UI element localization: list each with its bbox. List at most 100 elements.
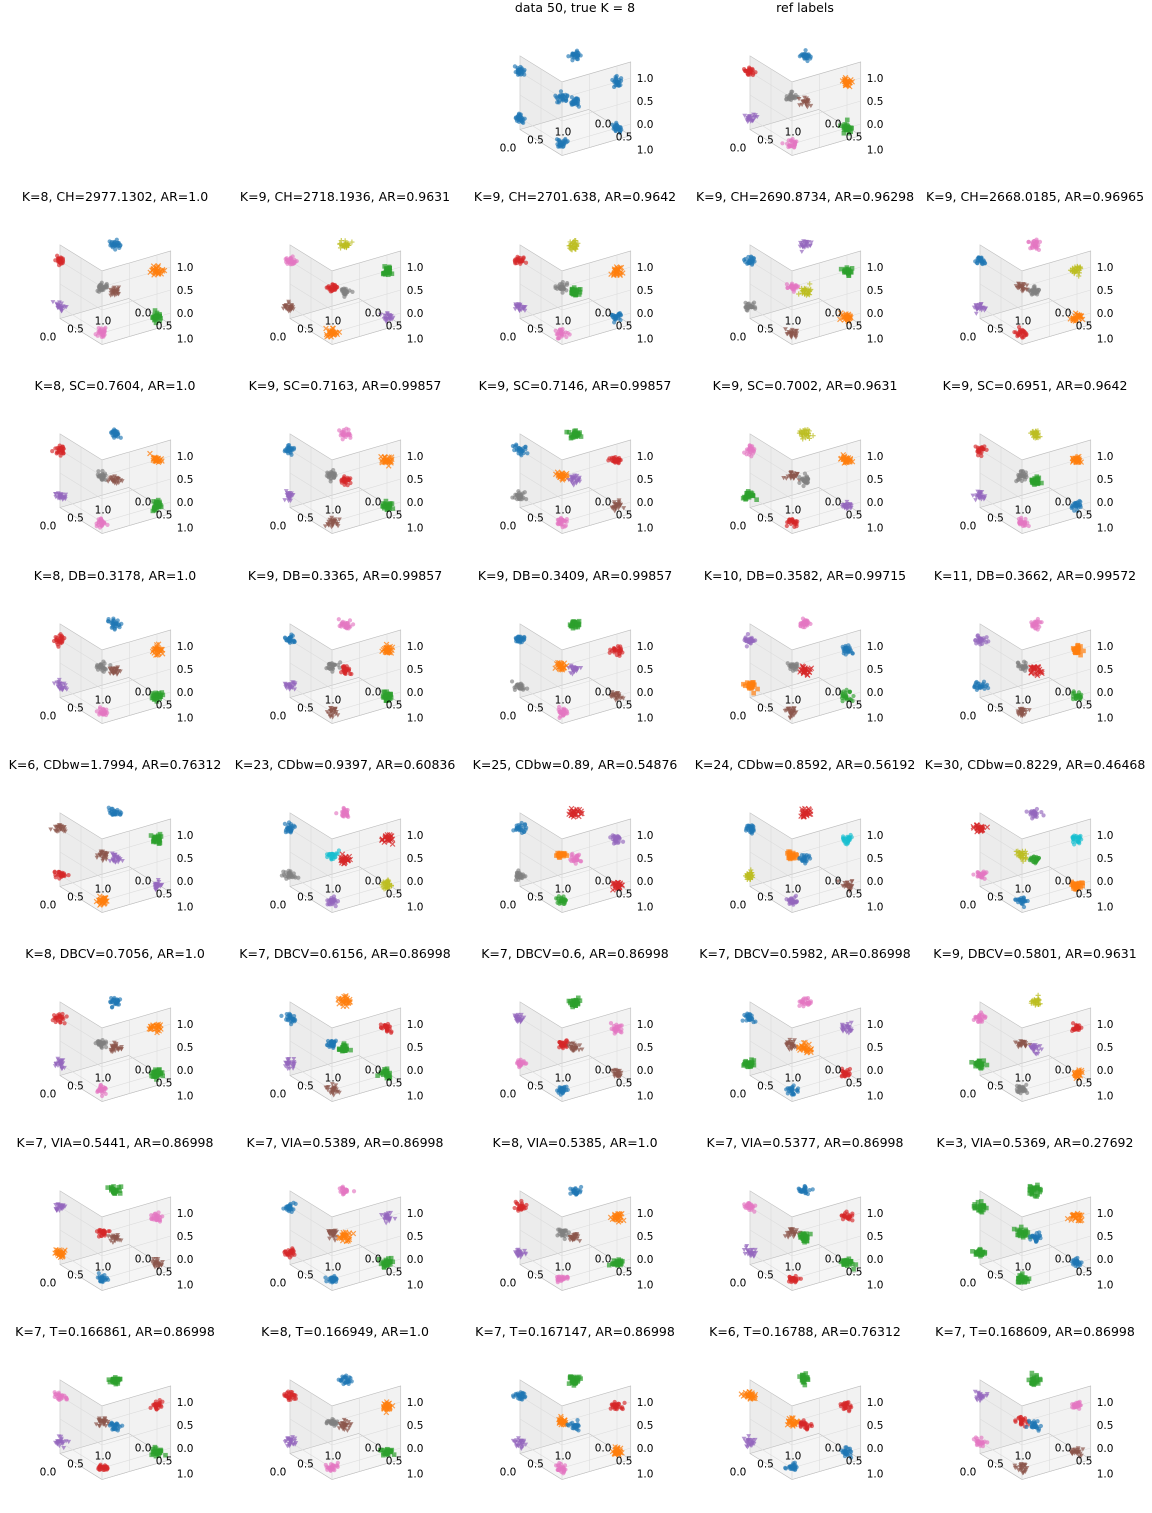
x-tick-label: 0.0 <box>730 332 747 344</box>
data-point <box>986 639 991 644</box>
data-point <box>1023 663 1028 668</box>
data-point <box>58 640 63 645</box>
data-point <box>516 305 522 310</box>
data-point <box>981 871 987 877</box>
data-point <box>108 293 114 298</box>
y-tick-label: 0.0 <box>595 687 612 699</box>
data-point <box>839 695 845 701</box>
data-point <box>564 429 570 435</box>
data-point <box>290 875 295 880</box>
data-point <box>379 882 385 888</box>
data-point <box>58 453 63 458</box>
data-point <box>511 828 516 833</box>
data-point <box>517 686 523 691</box>
data-point <box>60 496 66 501</box>
z-tick-label: 0.5 <box>407 285 424 297</box>
z-tick-label: 1.0 <box>177 262 194 274</box>
data-point <box>751 690 756 696</box>
y-tick-label: 1.0 <box>407 334 424 346</box>
data-point <box>292 824 297 829</box>
z-tick-label: 0.5 <box>867 853 884 865</box>
data-point <box>976 871 981 876</box>
data-point <box>289 823 294 829</box>
data-point <box>156 504 161 509</box>
data-point <box>612 509 618 514</box>
data-point <box>54 302 60 308</box>
data-point <box>286 301 292 306</box>
data-point <box>743 635 748 640</box>
y-tick-label: 0.5 <box>616 132 633 144</box>
data-point <box>99 663 104 669</box>
data-point <box>154 839 160 844</box>
scatter-3d: 0.00.51.00.00.51.00.00.51.0 <box>730 48 883 157</box>
x-tick-label: 1.0 <box>555 884 572 896</box>
data-point <box>574 858 580 863</box>
data-point <box>1017 284 1023 290</box>
data-point <box>381 505 387 511</box>
subplot-title: K=9, SC=0.7163, AR=0.99857 <box>248 378 442 393</box>
z-tick-label: 1.0 <box>637 451 654 463</box>
data-point <box>156 835 162 841</box>
data-point <box>1076 690 1082 695</box>
data-point <box>611 267 618 274</box>
data-point <box>521 255 526 260</box>
data-point <box>1019 706 1025 711</box>
data-point <box>801 620 806 625</box>
subplot: K=9, SC=0.7002, AR=0.9631 0.0 0.5 1.0 0.0 0.5… <box>690 378 920 567</box>
data-point <box>523 260 529 265</box>
data-point <box>806 288 812 294</box>
data-point <box>103 857 109 862</box>
data-point <box>755 686 760 692</box>
data-point <box>107 859 113 864</box>
data-point <box>615 691 620 696</box>
data-point <box>576 475 582 480</box>
data-point <box>1034 806 1040 812</box>
y-tick-label: 0.0 <box>1055 687 1072 699</box>
scatter-3d: 0.00.51.00.00.51.00.00.51.0 <box>960 237 1113 346</box>
data-point <box>574 100 579 106</box>
data-point <box>840 699 845 704</box>
data-point <box>975 489 981 494</box>
z-tick-label: 0.5 <box>637 853 654 865</box>
points <box>970 428 1085 529</box>
data-point <box>797 856 802 861</box>
y-tick-label: 0.5 <box>1076 889 1093 901</box>
data-point <box>574 432 579 437</box>
data-point <box>284 257 290 263</box>
data-point <box>570 51 575 57</box>
data-point <box>565 94 570 99</box>
data-point <box>282 821 287 826</box>
data-point <box>566 429 572 435</box>
data-point <box>797 103 802 108</box>
data-point <box>788 332 794 338</box>
data-point <box>842 82 849 89</box>
data-point <box>157 318 163 324</box>
data-point <box>513 116 518 121</box>
scatter-3d: 0.00.51.00.00.51.00.00.51.0 <box>270 617 423 725</box>
data-point <box>1033 856 1038 861</box>
z-tick-label: 1.0 <box>177 451 194 463</box>
data-point <box>1016 475 1021 480</box>
data-point <box>847 889 852 894</box>
x-tick-label: 0.5 <box>527 135 544 147</box>
subplot: K=24, CDbw=0.8592, AR=0.56192 0.0 0.5 1.0 0.… <box>690 757 920 946</box>
data-point <box>330 282 335 287</box>
data-point <box>806 854 811 860</box>
data-point <box>513 877 519 883</box>
data-point <box>115 671 120 676</box>
data-point <box>563 330 568 335</box>
z-tick-label: 0.0 <box>867 876 884 888</box>
data-point <box>1018 517 1024 522</box>
data-point <box>94 855 100 860</box>
data-point <box>847 690 852 695</box>
y-tick-label: 0.5 <box>1076 321 1093 333</box>
data-point <box>837 316 843 323</box>
data-point <box>518 72 524 77</box>
data-point <box>978 637 983 642</box>
data-point <box>112 293 118 298</box>
data-point <box>805 427 811 433</box>
data-point <box>335 851 340 857</box>
data-point <box>556 336 561 341</box>
data-point <box>553 328 558 333</box>
y-tick-label: 1.0 <box>407 902 424 914</box>
